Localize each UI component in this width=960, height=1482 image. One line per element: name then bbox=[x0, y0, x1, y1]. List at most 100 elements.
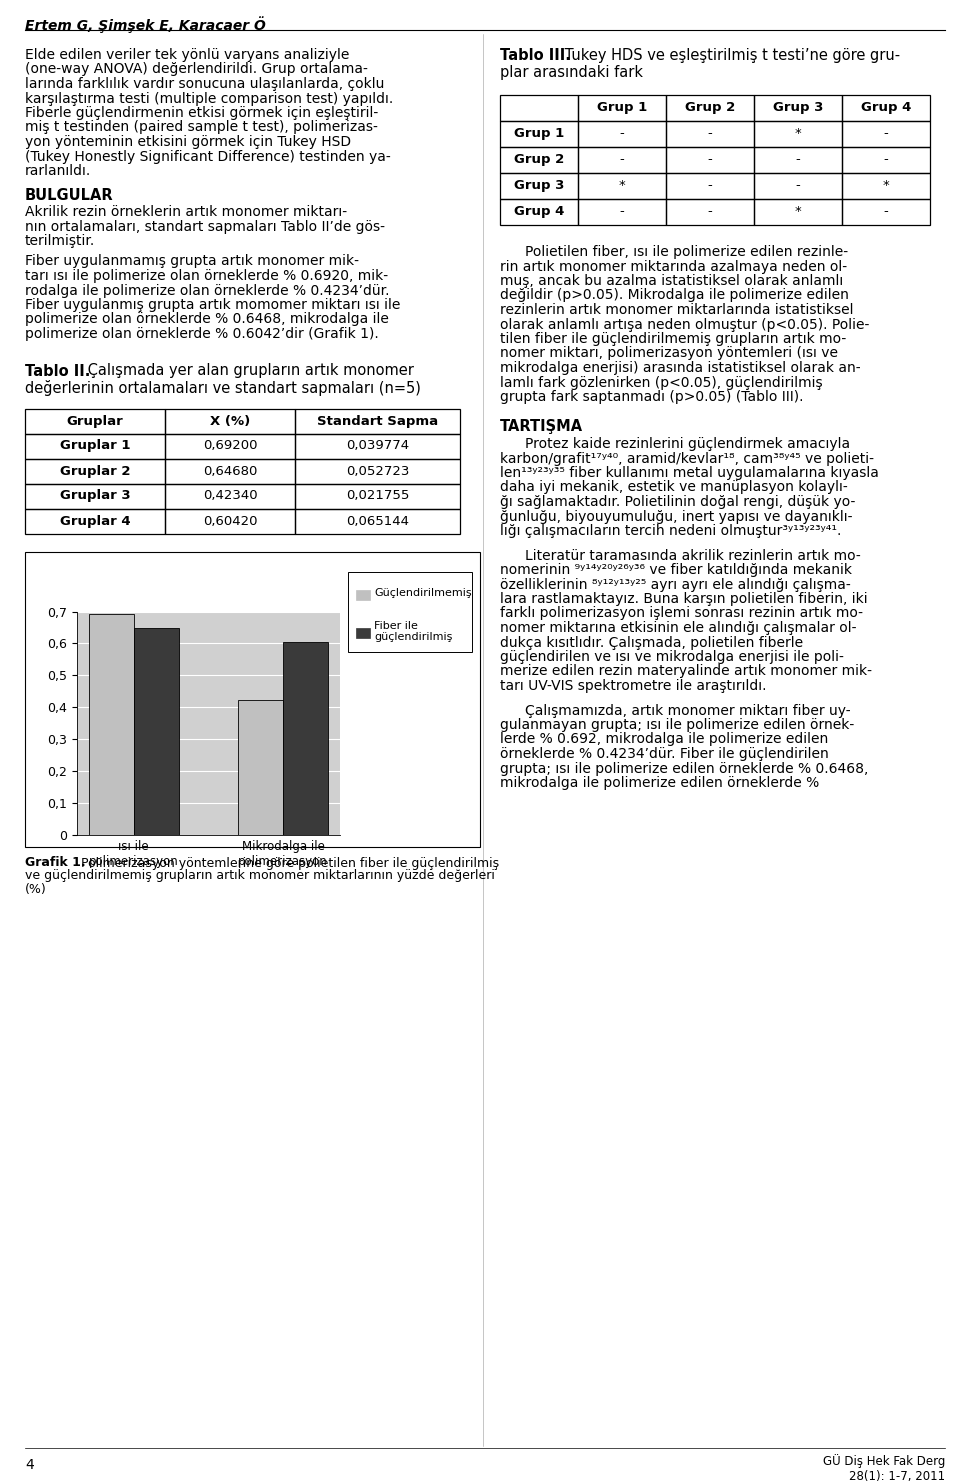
Text: gulanmayan grupta; ısı ile polimerize edilen örnek-: gulanmayan grupta; ısı ile polimerize ed… bbox=[500, 717, 854, 732]
Text: Grup 2: Grup 2 bbox=[514, 154, 564, 166]
Text: 0,42340: 0,42340 bbox=[203, 489, 257, 502]
Text: Literatür taramasında akrilik rezinlerin artık mo-: Literatür taramasında akrilik rezinlerin… bbox=[525, 548, 861, 563]
Text: 0,021755: 0,021755 bbox=[346, 489, 409, 502]
Text: tarı UV-VIS spektrometre ile araştırıldı.: tarı UV-VIS spektrometre ile araştırıldı… bbox=[500, 679, 766, 694]
Bar bbox=[500, 95, 578, 122]
Text: Fiber ile
güçlendirilmiş: Fiber ile güçlendirilmiş bbox=[374, 621, 452, 642]
Text: Çalışmamızda, artık monomer miktarı fiber uy-: Çalışmamızda, artık monomer miktarı fibe… bbox=[525, 704, 851, 717]
Text: grupta fark saptanmadı (p>0.05) (Tablo III).: grupta fark saptanmadı (p>0.05) (Tablo I… bbox=[500, 390, 804, 405]
Text: Gruplar 4: Gruplar 4 bbox=[60, 514, 131, 528]
Bar bbox=[666, 147, 754, 173]
Text: merize edilen rezin materyalinde artık monomer mik-: merize edilen rezin materyalinde artık m… bbox=[500, 664, 872, 679]
Text: Fiberle güçlendirmenin etkisi görmek için eşleştiril-: Fiberle güçlendirmenin etkisi görmek içi… bbox=[25, 107, 378, 120]
Text: rodalga ile polimerize olan örneklerde % 0.4234’dür.: rodalga ile polimerize olan örneklerde %… bbox=[25, 283, 390, 298]
Bar bbox=[754, 122, 842, 147]
Text: muş, ancak bu azalma istatistiksel olarak anlamlı: muş, ancak bu azalma istatistiksel olara… bbox=[500, 274, 843, 288]
Text: *: * bbox=[795, 206, 802, 218]
Bar bbox=[295, 458, 460, 483]
Text: terilmiştir.: terilmiştir. bbox=[25, 234, 95, 247]
Bar bbox=[500, 147, 578, 173]
Text: Grup 1: Grup 1 bbox=[514, 127, 564, 141]
Text: lerde % 0.692, mikrodalga ile polimerize edilen: lerde % 0.692, mikrodalga ile polimerize… bbox=[500, 732, 828, 747]
Bar bbox=[133, 628, 179, 834]
Text: Grup 4: Grup 4 bbox=[514, 206, 564, 218]
Bar bbox=[238, 700, 283, 834]
Text: ve güçlendirilmemiş grupların artık monomer miktarlarının yüzde değerleri: ve güçlendirilmemiş grupların artık mono… bbox=[25, 870, 494, 882]
Text: -: - bbox=[796, 179, 801, 193]
Text: Grup 4: Grup 4 bbox=[861, 101, 911, 114]
Bar bbox=[842, 147, 930, 173]
Text: Gruplar: Gruplar bbox=[66, 415, 124, 427]
Bar bbox=[356, 590, 370, 600]
Text: Gruplar 3: Gruplar 3 bbox=[60, 489, 131, 502]
Bar bbox=[666, 122, 754, 147]
Text: TARTIŞMA: TARTIŞMA bbox=[500, 418, 583, 434]
Text: (%): (%) bbox=[25, 882, 47, 895]
Bar bbox=[165, 483, 295, 508]
Text: larında farklılık vardır sonucuna ulaşılanlarda, çoklu: larında farklılık vardır sonucuna ulaşıl… bbox=[25, 77, 384, 90]
Text: -: - bbox=[619, 206, 624, 218]
Text: *: * bbox=[795, 127, 802, 141]
Text: lara rastlamaktayız. Buna karşın polietilen fiberin, iki: lara rastlamaktayız. Buna karşın polieti… bbox=[500, 591, 868, 606]
Text: 0,052723: 0,052723 bbox=[346, 464, 409, 477]
Text: örneklerde % 0.4234’dür. Fiber ile güçlendirilen: örneklerde % 0.4234’dür. Fiber ile güçle… bbox=[500, 747, 828, 760]
Bar bbox=[25, 409, 165, 434]
Text: karbon/grafit¹⁷ʸ⁴⁰, aramid/kevlar¹⁸, cam³⁸ʸ⁴⁵ ve polieti-: karbon/grafit¹⁷ʸ⁴⁰, aramid/kevlar¹⁸, cam… bbox=[500, 452, 874, 465]
Bar bbox=[666, 199, 754, 225]
Text: plar arasındaki fark: plar arasındaki fark bbox=[500, 65, 643, 80]
Text: GÜ Diş Hek Fak Derg
28(1): 1-7, 2011: GÜ Diş Hek Fak Derg 28(1): 1-7, 2011 bbox=[823, 1454, 945, 1482]
Text: Grafik 1.: Grafik 1. bbox=[25, 857, 85, 870]
Text: polimerize olan örneklerde % 0.6468, mikrodalga ile: polimerize olan örneklerde % 0.6468, mik… bbox=[25, 313, 389, 326]
Bar bbox=[356, 627, 370, 637]
Text: Grup 2: Grup 2 bbox=[684, 101, 735, 114]
Bar bbox=[842, 173, 930, 199]
Text: dukça kısıtlıdır. Çalışmada, polietilen fiberle: dukça kısıtlıdır. Çalışmada, polietilen … bbox=[500, 636, 804, 649]
Text: -: - bbox=[883, 154, 888, 166]
Bar bbox=[754, 199, 842, 225]
Text: Gruplar 2: Gruplar 2 bbox=[60, 464, 131, 477]
Bar bbox=[842, 95, 930, 122]
Text: Tablo III.: Tablo III. bbox=[500, 47, 571, 64]
Text: mikrodalga ile polimerize edilen örneklerde %: mikrodalga ile polimerize edilen örnekle… bbox=[500, 777, 819, 790]
Text: X (%): X (%) bbox=[210, 415, 251, 427]
Bar bbox=[578, 173, 666, 199]
Text: Fiber uygulanmamış grupta artık monomer mik-: Fiber uygulanmamış grupta artık monomer … bbox=[25, 255, 359, 268]
Text: lığı çalışmacıların tercih nedeni olmuştur³ʸ¹³ʸ²³ʸ⁴¹.: lığı çalışmacıların tercih nedeni olmuşt… bbox=[500, 525, 841, 538]
Text: özelliklerinin ⁸ʸ¹²ʸ¹³ʸ²⁵ ayrı ayrı ele alındığı çalışma-: özelliklerinin ⁸ʸ¹²ʸ¹³ʸ²⁵ ayrı ayrı ele … bbox=[500, 578, 851, 591]
Bar bbox=[500, 173, 578, 199]
Bar bbox=[754, 147, 842, 173]
Bar bbox=[165, 508, 295, 534]
Text: 0,60420: 0,60420 bbox=[203, 514, 257, 528]
Text: nomerinin ⁹ʸ¹⁴ʸ²⁰ʸ²⁶ʸ³⁶ ve fiber katıldığında mekanik: nomerinin ⁹ʸ¹⁴ʸ²⁰ʸ²⁶ʸ³⁶ ve fiber katıldı… bbox=[500, 563, 852, 576]
Text: olarak anlamlı artışa neden olmuştur (p<0.05). Polie-: olarak anlamlı artışa neden olmuştur (p<… bbox=[500, 317, 870, 332]
Bar bbox=[842, 199, 930, 225]
Text: Ertem G, Şimşek E, Karacaer Ö: Ertem G, Şimşek E, Karacaer Ö bbox=[25, 16, 266, 33]
Text: rezinlerin artık monomer miktarlarında istatistiksel: rezinlerin artık monomer miktarlarında i… bbox=[500, 302, 853, 317]
Text: nın ortalamaları, standart sapmaları Tablo II’de gös-: nın ortalamaları, standart sapmaları Tab… bbox=[25, 219, 385, 234]
Bar bbox=[842, 122, 930, 147]
Bar bbox=[25, 458, 165, 483]
Bar bbox=[500, 199, 578, 225]
Bar bbox=[165, 409, 295, 434]
Text: -: - bbox=[708, 179, 712, 193]
Text: Polietilen fiber, ısı ile polimerize edilen rezinle-: Polietilen fiber, ısı ile polimerize edi… bbox=[525, 245, 848, 259]
Text: -: - bbox=[619, 154, 624, 166]
Text: *: * bbox=[618, 179, 625, 193]
Text: yon yönteminin etkisini görmek için Tukey HSD: yon yönteminin etkisini görmek için Tuke… bbox=[25, 135, 351, 150]
Text: tarı ısı ile polimerize olan örneklerde % 0.6920, mik-: tarı ısı ile polimerize olan örneklerde … bbox=[25, 270, 388, 283]
Bar bbox=[348, 572, 472, 652]
Text: Tukey HDS ve eşleştirilmiş t testi’ne göre gru-: Tukey HDS ve eşleştirilmiş t testi’ne gö… bbox=[560, 47, 900, 64]
Text: Polimerizasyon yöntemlerine göre polietilen fiber ile güçlendirilmiş: Polimerizasyon yöntemlerine göre polieti… bbox=[77, 857, 499, 870]
Text: (one-way ANOVA) değerlendirildi. Grup ortalama-: (one-way ANOVA) değerlendirildi. Grup or… bbox=[25, 62, 368, 77]
Text: değildir (p>0.05). Mikrodalga ile polimerize edilen: değildir (p>0.05). Mikrodalga ile polime… bbox=[500, 289, 849, 302]
Bar bbox=[578, 147, 666, 173]
Text: Elde edilen veriler tek yönlü varyans analiziyle: Elde edilen veriler tek yönlü varyans an… bbox=[25, 47, 349, 62]
Bar bbox=[754, 95, 842, 122]
Text: mikrodalga enerjisi) arasında istatistiksel olarak an-: mikrodalga enerjisi) arasında istatistik… bbox=[500, 362, 860, 375]
Text: 0,69200: 0,69200 bbox=[203, 440, 257, 452]
Text: Grup 3: Grup 3 bbox=[514, 179, 564, 193]
Text: daha iyi mekanik, estetik ve manüplasyon kolaylı-: daha iyi mekanik, estetik ve manüplasyon… bbox=[500, 480, 848, 495]
Text: -: - bbox=[796, 154, 801, 166]
Text: Güçlendirilmemiş: Güçlendirilmemiş bbox=[374, 588, 471, 599]
Bar bbox=[295, 409, 460, 434]
